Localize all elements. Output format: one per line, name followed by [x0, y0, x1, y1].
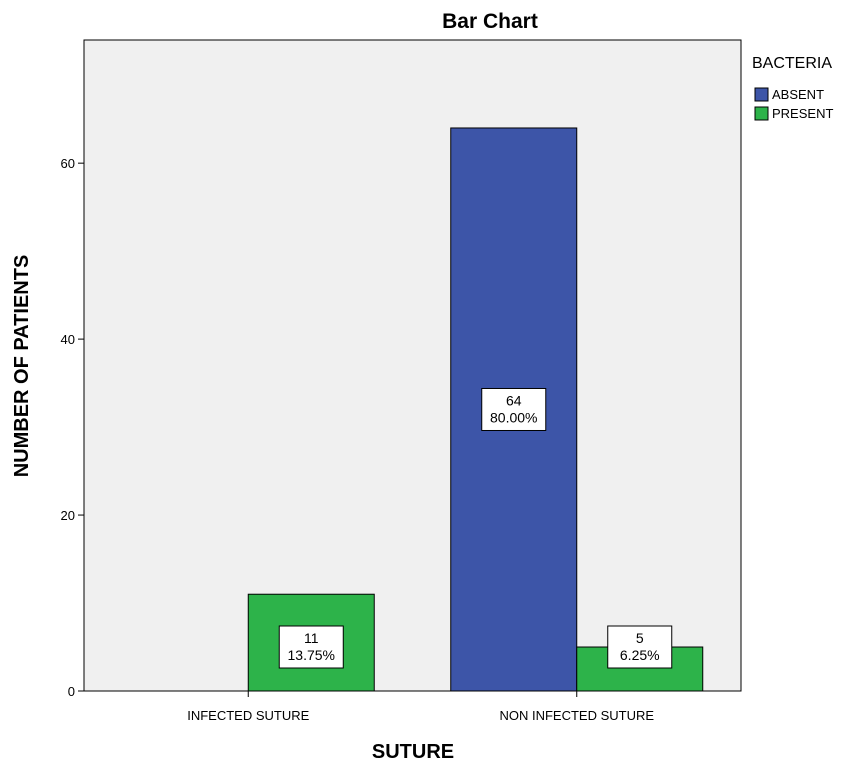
legend-swatch	[754, 87, 769, 102]
data-label: 13.75%	[288, 647, 335, 663]
data-label: 64	[506, 392, 522, 408]
legend-swatch	[754, 106, 769, 121]
x-tick-label: NON INFECTED SUTURE	[499, 708, 654, 723]
x-axis: INFECTED SUTURE NON INFECTED SUTURE	[84, 690, 741, 723]
y-tick-label: 0	[68, 684, 75, 699]
legend-label: PRESENT	[772, 106, 833, 121]
y-tick-label: 60	[61, 156, 75, 171]
data-label-box	[278, 625, 344, 669]
data-label: 6.25%	[620, 647, 660, 663]
legend-title: BACTERIA	[752, 55, 832, 72]
data-label-box	[481, 387, 547, 431]
data-label: 11	[304, 630, 319, 646]
y-axis: 0 20 40 60	[61, 40, 85, 699]
y-axis-title: NUMBER OF PATIENTS	[11, 255, 33, 478]
legend: BACTERIA ABSENT PRESENT	[752, 55, 833, 121]
plot-area	[83, 39, 742, 692]
data-label-box	[607, 625, 673, 669]
y-tick-label: 40	[61, 332, 75, 347]
y-tick-label: 20	[61, 508, 75, 523]
legend-label: ABSENT	[772, 87, 824, 102]
x-tick-label: INFECTED SUTURE	[187, 708, 309, 723]
data-label: 5	[636, 630, 644, 646]
data-label: 80.00%	[490, 409, 537, 425]
chart-title: Bar Chart	[442, 10, 538, 33]
x-axis-title: SUTURE	[372, 741, 454, 763]
